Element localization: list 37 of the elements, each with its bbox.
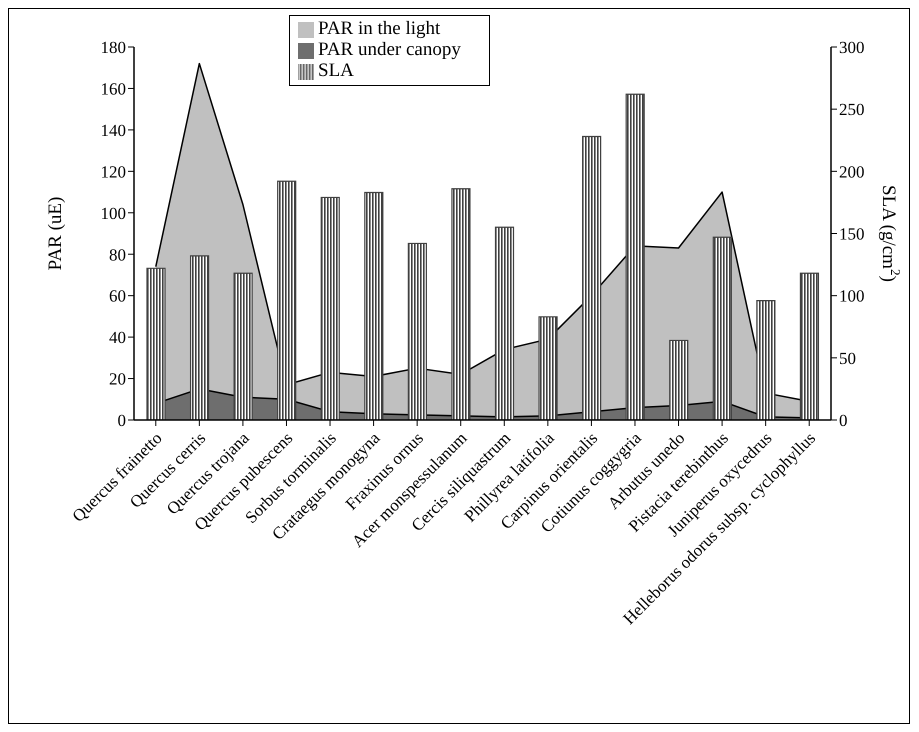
legend-label: PAR in the light (318, 18, 440, 39)
y-tick-label: 160 (100, 79, 126, 98)
bar (408, 242, 427, 420)
y-tick-label: 0 (118, 411, 126, 430)
y2-tick-label: 150 (839, 224, 864, 244)
y2-tick-label: 200 (839, 162, 864, 182)
y-tick-label: 140 (100, 120, 126, 140)
bar (494, 226, 514, 420)
y-tick-label: 40 (109, 328, 126, 348)
bar (451, 188, 471, 420)
bar (626, 94, 645, 420)
y-tick-label: 20 (109, 370, 126, 389)
bar (712, 236, 732, 420)
y2-tick-label: 100 (839, 286, 864, 306)
y-tick-label: 60 (109, 286, 126, 306)
bar (277, 180, 296, 420)
y-tick-label: 80 (109, 245, 126, 264)
y-tick-label: 100 (100, 204, 126, 223)
bar (756, 300, 776, 420)
bar (234, 272, 253, 420)
legend-label: PAR under canopy (318, 39, 461, 60)
y-tick-label: 180 (100, 38, 126, 58)
bar (364, 192, 384, 420)
y2-tick-label: 50 (839, 348, 856, 368)
y2-tick-label: 300 (839, 38, 864, 58)
bar (669, 340, 688, 420)
bar (538, 316, 558, 420)
bar (320, 196, 340, 420)
legend-label: SLA (318, 60, 354, 81)
bar (146, 268, 166, 420)
bar (190, 255, 210, 420)
y-axis-title: PAR (uE) (45, 196, 66, 270)
bar (582, 136, 602, 420)
y2-tick-label: 250 (839, 100, 864, 120)
bar (800, 272, 820, 420)
y2-tick-label: 0 (839, 411, 848, 430)
y-tick-label: 120 (100, 162, 126, 182)
